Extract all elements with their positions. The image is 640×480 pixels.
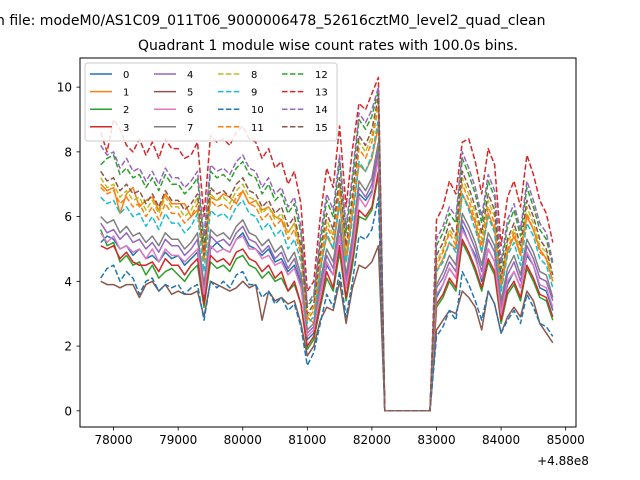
y-axis: 0 2 4 6 8 10 [57,81,80,418]
legend-label-7: 7 [187,123,193,134]
series-line-15 [100,96,554,412]
chart-title: Quadrant 1 module wise count rates with … [138,38,518,54]
series-line-9 [100,118,554,412]
x-tick-label: 85000 [547,433,585,447]
legend-label-0: 0 [123,70,129,81]
series-line-7 [100,141,554,412]
x-tick-label: 81000 [288,433,326,447]
legend-label-1: 1 [123,88,129,99]
x-tick-label: 83000 [417,433,455,447]
series-line-12 [100,89,554,412]
legend-label-15: 15 [315,123,328,134]
series-line-5 [100,244,554,412]
y-tick-label: 0 [64,404,72,418]
series-line-8 [100,99,554,412]
series-line-2 [100,173,554,412]
series-line-14 [100,86,554,412]
series-line-6 [100,157,554,412]
y-tick-label: 8 [64,145,72,159]
series-layer [99,76,554,412]
legend-label-3: 3 [123,123,129,134]
series-line-13 [99,76,554,412]
y-tick-label: 6 [64,210,72,224]
legend-label-8: 8 [251,70,257,81]
series-line-3 [100,170,554,412]
plot-frame [79,57,577,428]
legend-label-4: 4 [187,70,193,81]
legend-label-9: 9 [251,88,257,99]
x-offset-label: +4.88e8 [537,454,589,468]
series-line-11 [100,105,554,412]
legend-label-12: 12 [315,70,328,81]
legend-label-5: 5 [187,88,193,99]
x-axis: 78000 79000 80000 81000 82000 83000 84000 85000 [94,427,585,447]
legend-label-2: 2 [123,105,129,116]
legend-label-6: 6 [187,105,193,116]
x-tick-label: 78000 [94,433,132,447]
series-line-10 [100,196,554,412]
figure-suptitle: n file: modeM0/AS1C09_011T06_9000006478_… [0,13,545,29]
legend-label-10: 10 [251,105,264,116]
y-tick-label: 10 [57,81,72,95]
legend-label-13: 13 [315,88,328,99]
y-tick-label: 4 [64,275,72,289]
y-tick-label: 2 [64,340,72,354]
legend-label-11: 11 [251,123,264,134]
x-tick-label: 80000 [224,433,262,447]
legend-label-14: 14 [315,105,328,116]
x-tick-label: 82000 [353,433,391,447]
legend-box [84,62,338,142]
series-line-4 [100,147,554,412]
x-tick-label: 84000 [482,433,520,447]
x-tick-label: 79000 [159,433,197,447]
